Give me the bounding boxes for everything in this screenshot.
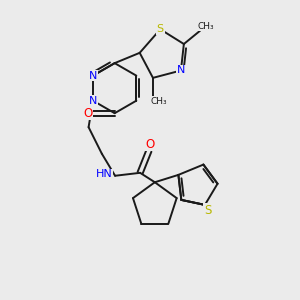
Text: S: S xyxy=(204,204,212,217)
Text: N: N xyxy=(177,65,185,76)
Text: N: N xyxy=(89,96,97,106)
Text: O: O xyxy=(146,138,155,151)
Text: N: N xyxy=(89,71,97,81)
Text: S: S xyxy=(157,24,164,34)
Text: O: O xyxy=(83,107,92,120)
Text: CH₃: CH₃ xyxy=(198,22,214,31)
Text: CH₃: CH₃ xyxy=(151,97,167,106)
Text: HN: HN xyxy=(95,169,112,179)
